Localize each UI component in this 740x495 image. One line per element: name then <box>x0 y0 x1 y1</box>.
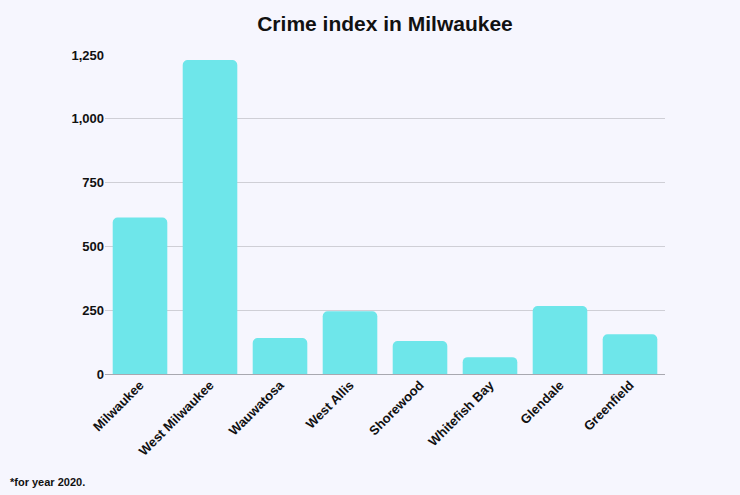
svg-text:1,250: 1,250 <box>71 48 104 63</box>
svg-text:750: 750 <box>82 175 104 190</box>
svg-text:250: 250 <box>82 303 104 318</box>
svg-text:500: 500 <box>82 239 104 254</box>
svg-text:*for year 2020.: *for year 2020. <box>10 476 85 488</box>
svg-text:West Allis: West Allis <box>303 378 357 432</box>
svg-text:Wauwatosa: Wauwatosa <box>226 377 287 438</box>
svg-text:Crime index in Milwaukee: Crime index in Milwaukee <box>257 12 513 35</box>
svg-text:Milwaukee: Milwaukee <box>90 378 147 435</box>
svg-text:0: 0 <box>97 367 104 382</box>
svg-text:Glendale: Glendale <box>517 378 566 427</box>
svg-text:Greenfield: Greenfield <box>581 378 637 434</box>
svg-text:1,000: 1,000 <box>71 111 104 126</box>
svg-text:Shorewood: Shorewood <box>366 378 427 439</box>
svg-text:Whitefish Bay: Whitefish Bay <box>425 377 497 449</box>
svg-text:West Milwaukee: West Milwaukee <box>136 378 217 459</box>
